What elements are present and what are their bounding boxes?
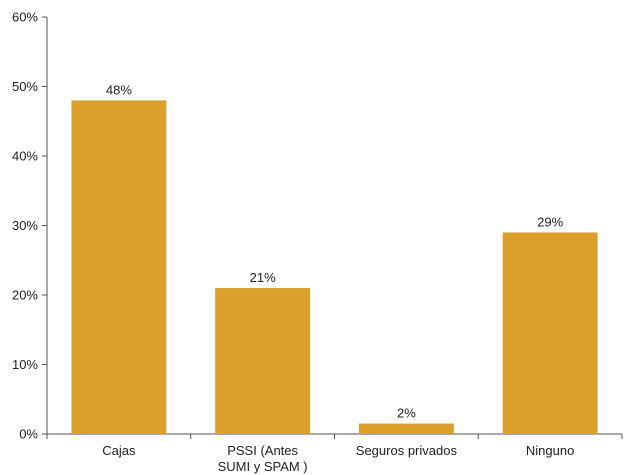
y-tick-label: 0%	[19, 427, 38, 442]
y-tick-label: 40%	[12, 149, 38, 164]
y-tick-label: 60%	[12, 10, 38, 25]
y-tick-label: 30%	[12, 218, 38, 233]
bar-1	[215, 288, 311, 434]
y-tick-label: 50%	[12, 79, 38, 94]
data-label: 21%	[250, 270, 276, 285]
bar-3	[502, 232, 598, 434]
bar-2	[358, 423, 454, 434]
category-label: PSSI (Antes	[227, 443, 298, 458]
bar-0	[71, 100, 167, 435]
bars: 48% 21% 2% 29%	[71, 82, 598, 435]
y-tick-label: 20%	[12, 288, 38, 303]
category-label: Cajas	[102, 443, 136, 458]
data-label: 2%	[397, 406, 416, 421]
data-label: 48%	[106, 82, 132, 97]
y-axis: 0% 10% 20% 30% 40% 50% 60%	[12, 10, 48, 442]
data-label: 29%	[537, 214, 563, 229]
y-tick-label: 10%	[12, 357, 38, 372]
category-label: SUMI y SPAM )	[218, 459, 308, 474]
category-label: Ninguno	[526, 443, 574, 458]
category-label: Seguros privados	[356, 443, 458, 458]
